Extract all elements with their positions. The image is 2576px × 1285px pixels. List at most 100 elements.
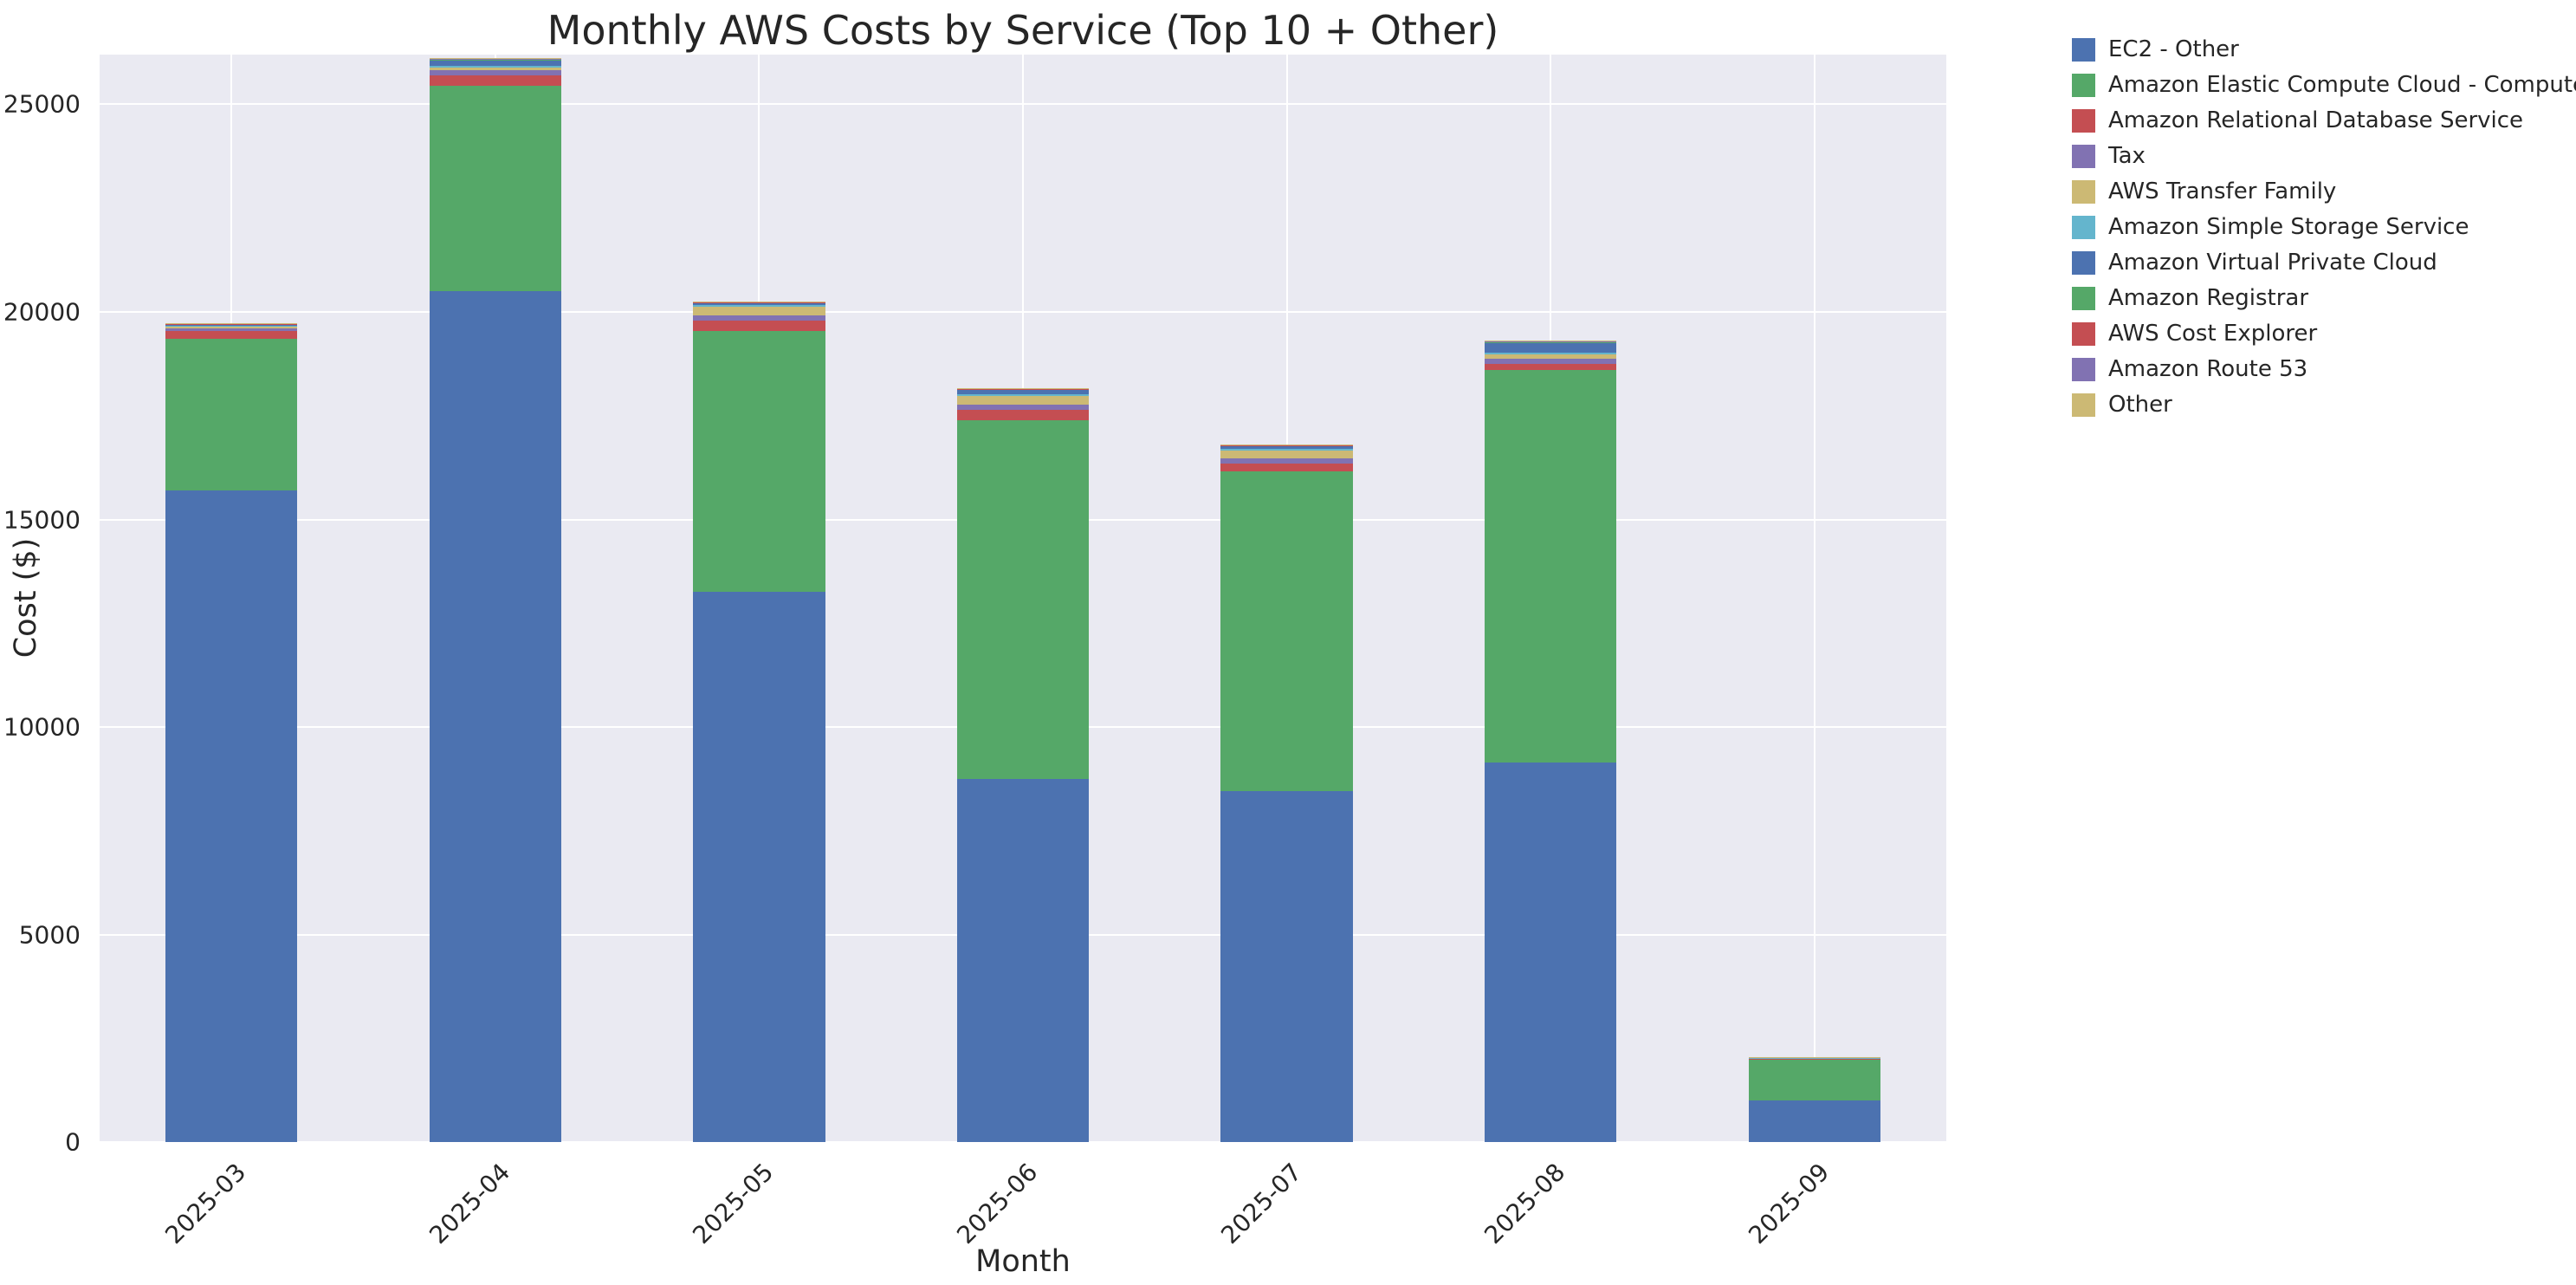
legend-item: Amazon Registrar [2072, 285, 2576, 311]
bar-segment [1485, 342, 1617, 354]
y-tick-label: 10000 [3, 712, 81, 742]
x-tick-label: 2025-04 [424, 1158, 516, 1250]
bar-segment [956, 396, 1090, 405]
bar-segment [165, 339, 298, 490]
bar-segment [693, 592, 825, 1142]
x-axis-ticks: 2025-03 2025-04 2025-05 2025-06 2025-07 2025-… [100, 1149, 1946, 1253]
legend-label: AWS Cost Explorer [2108, 321, 2318, 347]
legend-label: Amazon Relational Database Service [2108, 107, 2524, 133]
legend-swatch [2072, 37, 2095, 62]
bar-segment [956, 404, 1090, 410]
bar-segment [1485, 370, 1617, 763]
y-tick-label: 15000 [3, 505, 81, 534]
plot-area [100, 55, 1946, 1143]
bar-segment [1485, 353, 1617, 355]
bar-segment [1485, 762, 1617, 1142]
legend-swatch [2072, 215, 2095, 239]
bar-segment [693, 305, 825, 308]
bar-segment [1220, 445, 1353, 449]
y-tick-label: 20000 [3, 297, 81, 327]
bar-segment [956, 389, 1090, 395]
bar-segment [429, 66, 561, 68]
bar-segment [165, 328, 298, 331]
legend-swatch [2072, 357, 2095, 381]
bar-segment [693, 320, 825, 331]
legend-item: Amazon Virtual Private Cloud [2072, 250, 2576, 276]
y-axis-label: Cost ($) [9, 537, 43, 659]
legend-swatch [2072, 321, 2095, 346]
legend-item: Amazon Route 53 [2072, 356, 2576, 382]
legend-item: Amazon Elastic Compute Cloud - Compute [2072, 72, 2576, 98]
bar-segment [165, 490, 298, 1142]
legend-item: AWS Cost Explorer [2072, 321, 2576, 347]
x-tick-label: 2025-08 [1479, 1158, 1571, 1250]
legend-label: Amazon Route 53 [2108, 356, 2308, 382]
legend-label: Amazon Simple Storage Service [2108, 214, 2469, 240]
bar-segment [165, 330, 298, 340]
bar-segment [429, 291, 561, 1142]
bar-segment [693, 307, 825, 315]
legend-label: Amazon Registrar [2108, 285, 2309, 311]
bar-segment [1748, 1100, 1880, 1142]
bar-segment [956, 778, 1090, 1142]
bar-segment [1485, 363, 1617, 371]
bar-segment [1748, 1059, 1880, 1101]
legend-label: AWS Transfer Family [2108, 178, 2337, 204]
legend-item: Amazon Simple Storage Service [2072, 214, 2576, 240]
legend-swatch [2072, 144, 2095, 168]
x-tick-label: 2025-03 [159, 1158, 252, 1250]
bar-segment [1485, 359, 1617, 364]
bar-segment [165, 326, 298, 328]
legend-swatch [2072, 73, 2095, 97]
legend-swatch [2072, 108, 2095, 133]
legend-swatch [2072, 286, 2095, 310]
legend-swatch [2072, 393, 2095, 417]
bar-segment [1485, 354, 1617, 360]
legend-swatch [2072, 250, 2095, 275]
bar-segment [693, 315, 825, 321]
x-tick-label: 2025-07 [1214, 1158, 1307, 1250]
bar-segment [1220, 791, 1353, 1142]
x-tick-label: 2025-05 [687, 1158, 780, 1250]
legend-label: Amazon Virtual Private Cloud [2108, 250, 2437, 276]
y-tick-label: 25000 [3, 89, 81, 119]
bar-segment [693, 302, 825, 306]
x-tick-label: 2025-06 [951, 1158, 1044, 1250]
bar-segment [429, 70, 561, 75]
legend-item: Other [2072, 392, 2576, 418]
legend-label: Amazon Elastic Compute Cloud - Compute [2108, 72, 2576, 98]
y-axis-ticks: 0 5000 10000 15000 20000 25000 [0, 55, 89, 1157]
y-tick-label: 0 [65, 1127, 81, 1157]
bar-segment [693, 330, 825, 593]
bar-segment [1220, 458, 1353, 464]
legend-item: Amazon Relational Database Service [2072, 107, 2576, 133]
bar-segment [429, 60, 561, 67]
gridline-vertical [1813, 55, 1815, 1142]
bar-segment [429, 85, 561, 292]
legend-label: EC2 - Other [2108, 36, 2239, 62]
bar-segment [956, 409, 1090, 420]
legend-label: Other [2108, 392, 2172, 418]
bar-segment [1220, 448, 1353, 451]
x-axis-label: Month [975, 1244, 1071, 1279]
bar-segment [429, 75, 561, 86]
x-tick-label: 2025-09 [1742, 1158, 1835, 1250]
bar-segment [1220, 463, 1353, 472]
bar-segment [1220, 450, 1353, 459]
bar-segment [165, 325, 298, 327]
legend-swatch [2072, 179, 2095, 204]
bar-segment [1220, 471, 1353, 792]
bar-segment [429, 68, 561, 71]
bar-segment [956, 419, 1090, 779]
chart-title: Monthly AWS Costs by Service (Top 10 + O… [547, 7, 1499, 54]
legend-item: AWS Transfer Family [2072, 178, 2576, 204]
bar-segment [165, 324, 298, 326]
legend-label: Tax [2108, 143, 2146, 169]
legend-item: Tax [2072, 143, 2576, 169]
legend-item: EC2 - Other [2072, 36, 2576, 62]
bar-segment [956, 394, 1090, 397]
y-tick-label: 5000 [18, 920, 81, 949]
gridline-horizontal [100, 1141, 1946, 1143]
legend: EC2 - Other Amazon Elastic Compute Cloud … [2072, 36, 2576, 427]
